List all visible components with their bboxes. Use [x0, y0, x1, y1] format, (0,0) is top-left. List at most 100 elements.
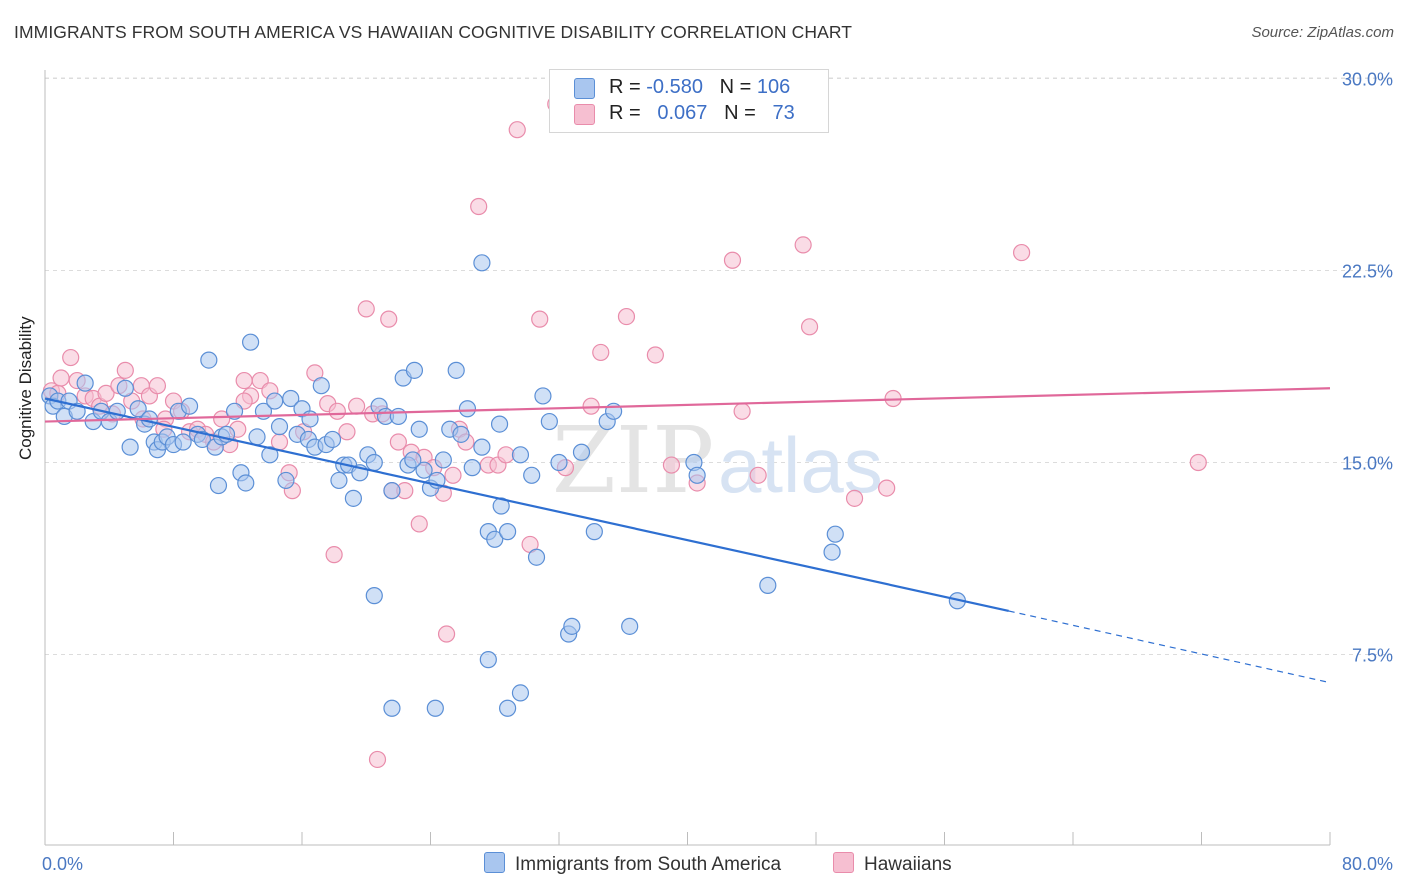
- immigrants-point: [266, 392, 284, 410]
- chart-title: IMMIGRANTS FROM SOUTH AMERICA VS HAWAIIA…: [14, 22, 853, 42]
- hawaiians-point: [410, 515, 428, 533]
- immigrants-point: [621, 617, 639, 635]
- hawaiians-point: [800, 318, 819, 336]
- immigrants-point: [479, 651, 497, 669]
- immigrants-trend-extension: [1008, 610, 1331, 684]
- immigrants-point: [209, 476, 228, 495]
- x-tick-label: 80.0%: [1342, 854, 1393, 874]
- legend-item-hawaiians: Hawaiians: [833, 852, 952, 876]
- hawaiians-point: [508, 121, 526, 139]
- hawaiians-point: [723, 251, 742, 269]
- watermark: ZIP atlas: [552, 407, 883, 514]
- tick-labels: 7.5% 15.0% 22.5% 30.0% 0.0% 80.0%: [42, 70, 1393, 875]
- immigrants-point: [447, 361, 465, 379]
- x-tick-label: 0.0%: [42, 854, 83, 874]
- n-value: 73: [772, 102, 795, 124]
- hawaiians-point: [97, 384, 115, 402]
- blue-swatch: [574, 78, 595, 99]
- immigrants-point: [277, 471, 295, 490]
- immigrants-point: [383, 482, 401, 500]
- immigrants-point: [76, 374, 94, 392]
- immigrants-point: [116, 379, 134, 397]
- immigrants-point: [200, 351, 218, 369]
- hawaiians-point: [444, 466, 462, 484]
- immigrants-point: [458, 400, 477, 418]
- legend-label: Immigrants from South America: [515, 854, 782, 875]
- hawaiians-point: [592, 343, 610, 362]
- hawaiians-point: [437, 625, 456, 643]
- hawaiians-point: [662, 456, 681, 474]
- series-immigrants: [41, 254, 966, 717]
- immigrants-point: [301, 410, 319, 428]
- hawaiians-point: [733, 402, 751, 420]
- immigrants-point: [534, 387, 552, 405]
- hawaiians-point: [235, 371, 253, 390]
- y-tick-label: 7.5%: [1352, 646, 1393, 666]
- hawaiians-point: [878, 479, 896, 497]
- hawaiians-point: [389, 433, 407, 451]
- r-label: R =: [609, 102, 641, 124]
- hawaiians-point: [368, 750, 387, 769]
- immigrants-point: [434, 451, 452, 469]
- r-label: R =: [609, 76, 641, 98]
- hawaiians-point: [531, 310, 549, 328]
- immigrants-point: [312, 377, 330, 395]
- immigrants-point: [473, 254, 491, 272]
- immigrants-point: [121, 438, 139, 456]
- hawaiians-point: [325, 546, 343, 564]
- immigrants-point: [523, 466, 541, 484]
- gridlines: [45, 77, 1392, 655]
- pink-swatch: [833, 852, 854, 873]
- hawaiians-point: [213, 410, 231, 428]
- hawaiians-point: [646, 346, 664, 364]
- immigrants-point: [129, 400, 147, 418]
- n-value: 106: [756, 76, 791, 98]
- immigrants-point: [261, 446, 279, 464]
- immigrants-point: [365, 453, 383, 472]
- immigrants-point: [473, 438, 491, 456]
- hawaiians-point: [116, 361, 134, 379]
- immigrants-point: [759, 576, 777, 594]
- immigrants-point: [405, 361, 424, 379]
- pink-swatch: [574, 104, 595, 125]
- legend-item-immigrants: Immigrants from South America: [484, 852, 781, 876]
- immigrants-point: [826, 525, 844, 543]
- immigrants-point: [585, 523, 603, 541]
- hawaiians-point: [617, 307, 636, 326]
- immigrants-point: [323, 430, 342, 449]
- immigrants-point: [225, 402, 244, 420]
- immigrants-point: [180, 397, 199, 415]
- axes: [44, 70, 1331, 846]
- hawaiians-point: [380, 310, 398, 328]
- hawaiians-point: [52, 369, 70, 387]
- immigrants-point: [550, 453, 568, 472]
- hawaiians-point: [338, 423, 356, 441]
- immigrants-point: [383, 699, 401, 717]
- immigrants-point: [344, 489, 362, 507]
- immigrants-point: [282, 389, 300, 408]
- trend-lines: [44, 387, 1331, 684]
- immigrants-point: [426, 699, 444, 717]
- immigrants-point: [499, 523, 517, 541]
- immigrants-point: [452, 425, 470, 443]
- immigrants-point: [490, 415, 509, 433]
- immigrants-point: [193, 430, 212, 449]
- immigrants-point: [511, 446, 530, 464]
- immigrants-point: [404, 451, 422, 469]
- immigrants-point: [365, 587, 383, 605]
- immigrants-point: [270, 418, 289, 436]
- hawaiians-point: [348, 397, 366, 415]
- y-tick-label: 15.0%: [1342, 454, 1393, 474]
- hawaiians-point: [470, 197, 488, 216]
- hawaiians-point: [845, 489, 864, 507]
- correlation-legend: R = -0.580 N = 106 R = 0.067 N = 73: [549, 69, 829, 133]
- hawaiians-trend-line: [44, 387, 1331, 423]
- immigrants-point: [486, 530, 504, 548]
- hawaiians-point: [62, 348, 80, 367]
- hawaiians-point: [1012, 243, 1031, 262]
- blue-swatch: [484, 852, 505, 873]
- immigrants-point: [511, 684, 530, 702]
- hawaiians-point: [357, 300, 375, 318]
- immigrants-point: [823, 543, 841, 561]
- y-tick-label: 30.0%: [1342, 70, 1393, 90]
